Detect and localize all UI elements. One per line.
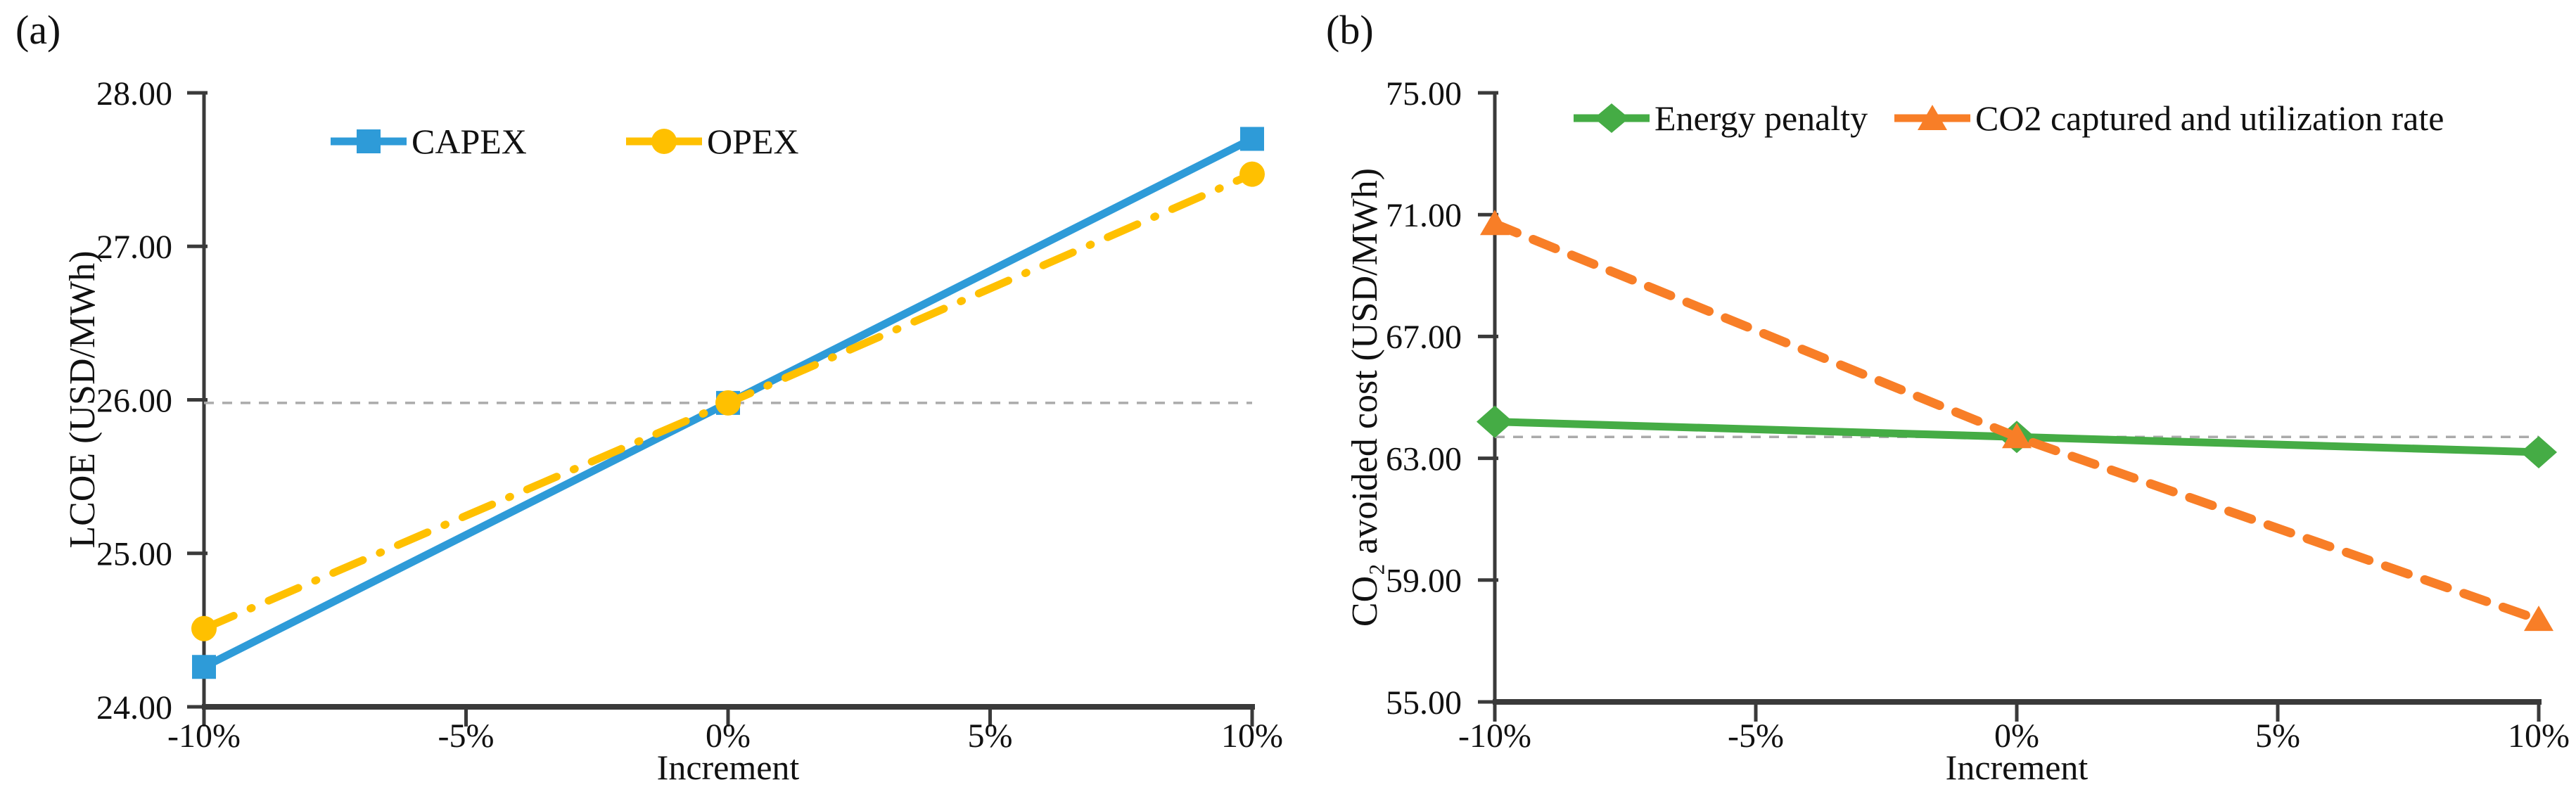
x-tick-label: 0% (1994, 717, 2039, 755)
x-tick-label: 5% (2255, 717, 2300, 755)
legend-item-co2-captured: CO2 captured and utilization rate (1893, 98, 2444, 138)
x-tick-label: -5% (438, 717, 495, 755)
panel-b-x-axis-title: Increment (1945, 748, 2089, 787)
energy-penalty-legend-marker-icon (1574, 103, 1650, 133)
x-tick-label: 10% (2508, 717, 2570, 755)
x-tick-label: 5% (968, 717, 1013, 755)
y-tick-label: 26.00 (96, 382, 172, 419)
panel-a-x-axis-title: Increment (656, 748, 800, 787)
capex-marker (1240, 127, 1264, 151)
panel-a: (a) LCOE (USD/MWh) 24.00 25.00 26.00 27.00 2… (0, 0, 1288, 787)
y-tick-label: 75.00 (1386, 75, 1462, 113)
y-tick-label: 28.00 (96, 75, 172, 113)
legend-label-opex: OPEX (707, 122, 799, 161)
legend-item-opex: OPEX (625, 122, 799, 161)
x-tick-label: -10% (167, 717, 241, 755)
opex-legend-marker-icon (626, 129, 702, 154)
y-tick-label: 59.00 (1386, 563, 1462, 600)
co2-captured-and-utilization-rate-marker (1480, 210, 1510, 236)
y-tick-label: 67.00 (1386, 319, 1462, 356)
capex-legend-marker-icon (331, 129, 407, 153)
panel-b-label: (b) (1326, 7, 1374, 53)
x-tick-label: 0% (706, 717, 751, 755)
panel-a-plot-area: 24.00 25.00 26.00 27.00 28.00 -10% -5% 0% 5% 10% (96, 75, 1283, 755)
opex-marker (1239, 161, 1265, 187)
energy-penalty-marker (1477, 405, 1513, 438)
y-tick-label: 55.00 (1386, 684, 1462, 722)
co2-captured-and-utilization-rate-marker (2524, 606, 2553, 632)
y-tick-label: 24.00 (96, 689, 172, 727)
x-tick-label: -10% (1458, 717, 1531, 755)
capex-marker (192, 655, 216, 679)
co2-captured-and-utilization-rate-marker (2002, 423, 2032, 449)
panel-a-label: (a) (15, 7, 61, 53)
legend-item-capex: CAPEX (329, 122, 527, 161)
opex-marker (715, 390, 741, 416)
x-tick-label: 10% (1221, 717, 1283, 755)
legend-label-co2-captured: CO2 captured and utilization rate (1975, 98, 2444, 138)
panel-b-plot-area: 55.00 59.00 63.00 67.00 71.00 75.00 -10% -5% 0% 5… (1386, 75, 2570, 755)
y-tick-label: 25.00 (96, 536, 172, 573)
y-tick-label: 71.00 (1386, 197, 1462, 234)
co2-captured-legend-marker-icon (1894, 105, 1970, 130)
legend-item-energy-penalty: Energy penalty (1572, 98, 1868, 138)
x-tick-label: -5% (1728, 717, 1784, 755)
y-tick-label: 27.00 (96, 229, 172, 266)
opex-marker (191, 615, 217, 641)
energy-penalty-marker (2520, 435, 2557, 468)
panel-b: (b) CO₂ avoided cost (USD/MWh) 55.00 59.0… (1288, 0, 2576, 787)
legend-label-capex: CAPEX (412, 122, 527, 161)
legend-label-energy-penalty: Energy penalty (1654, 98, 1868, 138)
y-tick-label: 63.00 (1386, 440, 1462, 478)
